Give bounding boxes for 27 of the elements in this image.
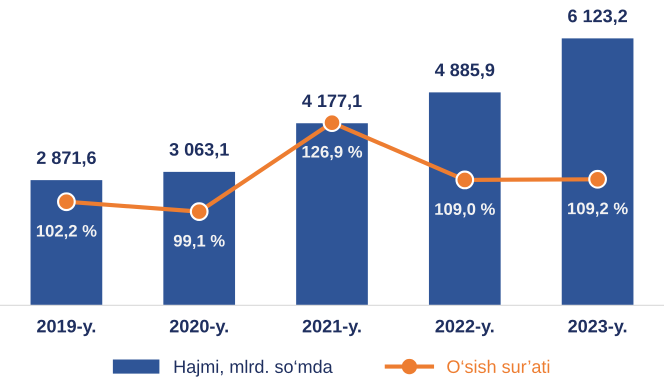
- data-label: 4 885,9: [434, 63, 494, 79]
- point: [588, 170, 607, 189]
- x-tick-label: 2023-y.: [568, 320, 626, 336]
- data-label: 6 123,2: [568, 10, 627, 25]
- bar: [428, 92, 501, 306]
- bar: [562, 38, 634, 306]
- point: [455, 170, 474, 190]
- data-label: 3 063,1: [169, 142, 229, 158]
- bar: [30, 180, 102, 306]
- point: [190, 202, 209, 221]
- data-label: 126,9 %: [302, 146, 362, 160]
- x-tick-label: 2021-y.: [302, 320, 361, 336]
- data-label: 4 177,1: [302, 94, 362, 110]
- legend-label: Hajmi, mlrd. so‘mda: [174, 360, 333, 377]
- bar: [296, 123, 368, 306]
- point: [322, 113, 342, 132]
- data-label: 99,1 %: [174, 234, 225, 250]
- data-label: 109,0 %: [435, 203, 495, 218]
- x-tick-label: 2019-y.: [37, 320, 96, 336]
- x-tick-label: 2022-y.: [435, 320, 494, 336]
- data-label: 109,2 %: [568, 202, 628, 217]
- legend-label: O‘sish sur’ati: [447, 360, 550, 374]
- data-label: 2 871,6: [36, 151, 96, 167]
- x-tick-label: 2020-y.: [170, 320, 228, 336]
- data-label: 102,2 %: [36, 224, 97, 240]
- bar: [163, 172, 236, 306]
- point: [57, 192, 76, 212]
